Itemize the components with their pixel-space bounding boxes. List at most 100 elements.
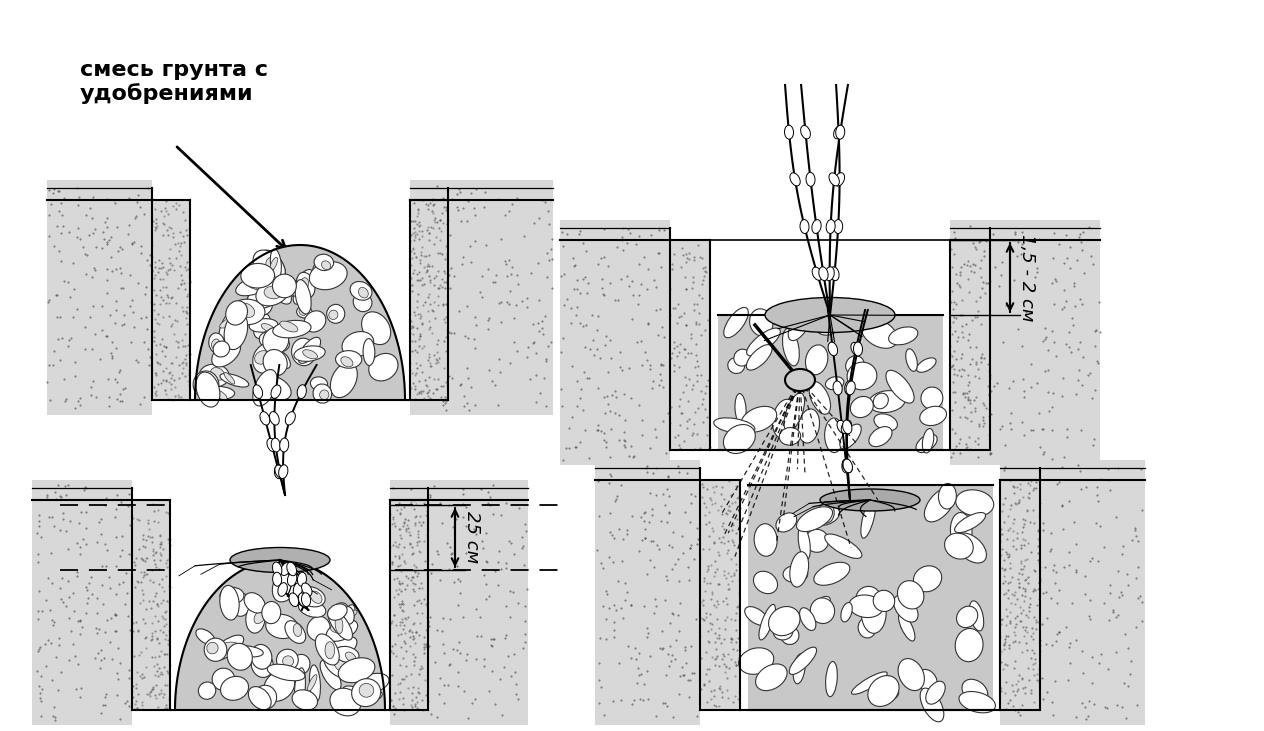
Ellipse shape (805, 345, 828, 375)
Ellipse shape (295, 280, 311, 314)
Ellipse shape (738, 648, 774, 674)
Ellipse shape (327, 604, 348, 620)
Ellipse shape (273, 320, 311, 338)
Ellipse shape (747, 328, 780, 356)
Text: 1,5 - 2 см: 1,5 - 2 см (1018, 234, 1036, 321)
Ellipse shape (292, 338, 316, 366)
Ellipse shape (969, 601, 983, 631)
Ellipse shape (851, 342, 861, 355)
Ellipse shape (843, 459, 852, 473)
Ellipse shape (358, 673, 389, 693)
Polygon shape (391, 500, 428, 710)
Ellipse shape (785, 369, 815, 391)
Ellipse shape (283, 656, 293, 667)
Ellipse shape (193, 371, 219, 398)
Ellipse shape (746, 344, 772, 370)
Ellipse shape (782, 329, 799, 366)
Ellipse shape (360, 679, 377, 689)
Ellipse shape (214, 341, 230, 357)
Ellipse shape (289, 593, 298, 607)
Ellipse shape (200, 386, 235, 400)
Ellipse shape (852, 672, 887, 694)
Polygon shape (595, 460, 700, 725)
Ellipse shape (954, 512, 986, 533)
Ellipse shape (765, 298, 895, 333)
Ellipse shape (714, 418, 755, 433)
Ellipse shape (200, 364, 229, 387)
Ellipse shape (326, 304, 345, 323)
Ellipse shape (334, 647, 353, 656)
Ellipse shape (292, 690, 317, 710)
Ellipse shape (198, 682, 216, 700)
Ellipse shape (260, 412, 269, 425)
Ellipse shape (302, 349, 317, 359)
Ellipse shape (298, 337, 321, 363)
Ellipse shape (231, 645, 263, 657)
Ellipse shape (211, 368, 225, 380)
Ellipse shape (245, 604, 265, 633)
Ellipse shape (339, 658, 375, 683)
Polygon shape (32, 480, 131, 725)
Ellipse shape (335, 616, 343, 634)
Ellipse shape (856, 586, 881, 610)
Ellipse shape (262, 324, 274, 332)
Ellipse shape (805, 529, 828, 553)
Ellipse shape (297, 273, 315, 298)
Ellipse shape (868, 390, 905, 412)
Ellipse shape (842, 420, 852, 433)
Ellipse shape (873, 414, 897, 431)
Ellipse shape (316, 634, 339, 665)
Ellipse shape (833, 126, 843, 139)
Ellipse shape (252, 652, 273, 678)
Ellipse shape (789, 647, 817, 675)
Ellipse shape (300, 278, 308, 291)
Ellipse shape (224, 312, 248, 349)
Ellipse shape (842, 459, 852, 472)
Ellipse shape (270, 385, 281, 398)
Ellipse shape (851, 396, 873, 417)
Ellipse shape (298, 308, 306, 315)
Ellipse shape (264, 670, 295, 701)
Ellipse shape (959, 692, 996, 713)
Ellipse shape (853, 342, 862, 356)
Ellipse shape (351, 678, 380, 707)
Ellipse shape (842, 459, 851, 473)
Ellipse shape (363, 338, 375, 366)
Ellipse shape (811, 219, 822, 233)
Ellipse shape (868, 427, 892, 447)
Ellipse shape (196, 629, 215, 645)
Ellipse shape (262, 602, 281, 624)
Ellipse shape (249, 686, 272, 710)
Polygon shape (131, 500, 169, 710)
Ellipse shape (241, 263, 274, 288)
Ellipse shape (824, 418, 843, 452)
Ellipse shape (329, 650, 348, 684)
Text: смесь грунта с
удобрениями: смесь грунта с удобрениями (80, 60, 268, 105)
Ellipse shape (916, 358, 937, 372)
Ellipse shape (781, 626, 799, 645)
Ellipse shape (756, 664, 787, 691)
Ellipse shape (734, 349, 751, 366)
Ellipse shape (254, 685, 277, 709)
Ellipse shape (334, 653, 346, 671)
Ellipse shape (841, 602, 852, 622)
Ellipse shape (286, 412, 296, 425)
Ellipse shape (798, 526, 810, 560)
Ellipse shape (298, 593, 308, 607)
Ellipse shape (724, 308, 748, 338)
Ellipse shape (267, 333, 279, 346)
Ellipse shape (790, 173, 800, 186)
Ellipse shape (220, 676, 249, 700)
Ellipse shape (834, 219, 843, 233)
Ellipse shape (278, 465, 288, 479)
Ellipse shape (794, 371, 808, 385)
Text: 25 см: 25 см (463, 512, 482, 564)
Ellipse shape (753, 571, 777, 594)
Ellipse shape (836, 125, 844, 139)
Ellipse shape (827, 219, 836, 233)
Ellipse shape (820, 489, 920, 511)
Ellipse shape (755, 523, 777, 556)
Ellipse shape (312, 261, 329, 288)
Polygon shape (670, 240, 710, 450)
Ellipse shape (292, 270, 312, 296)
